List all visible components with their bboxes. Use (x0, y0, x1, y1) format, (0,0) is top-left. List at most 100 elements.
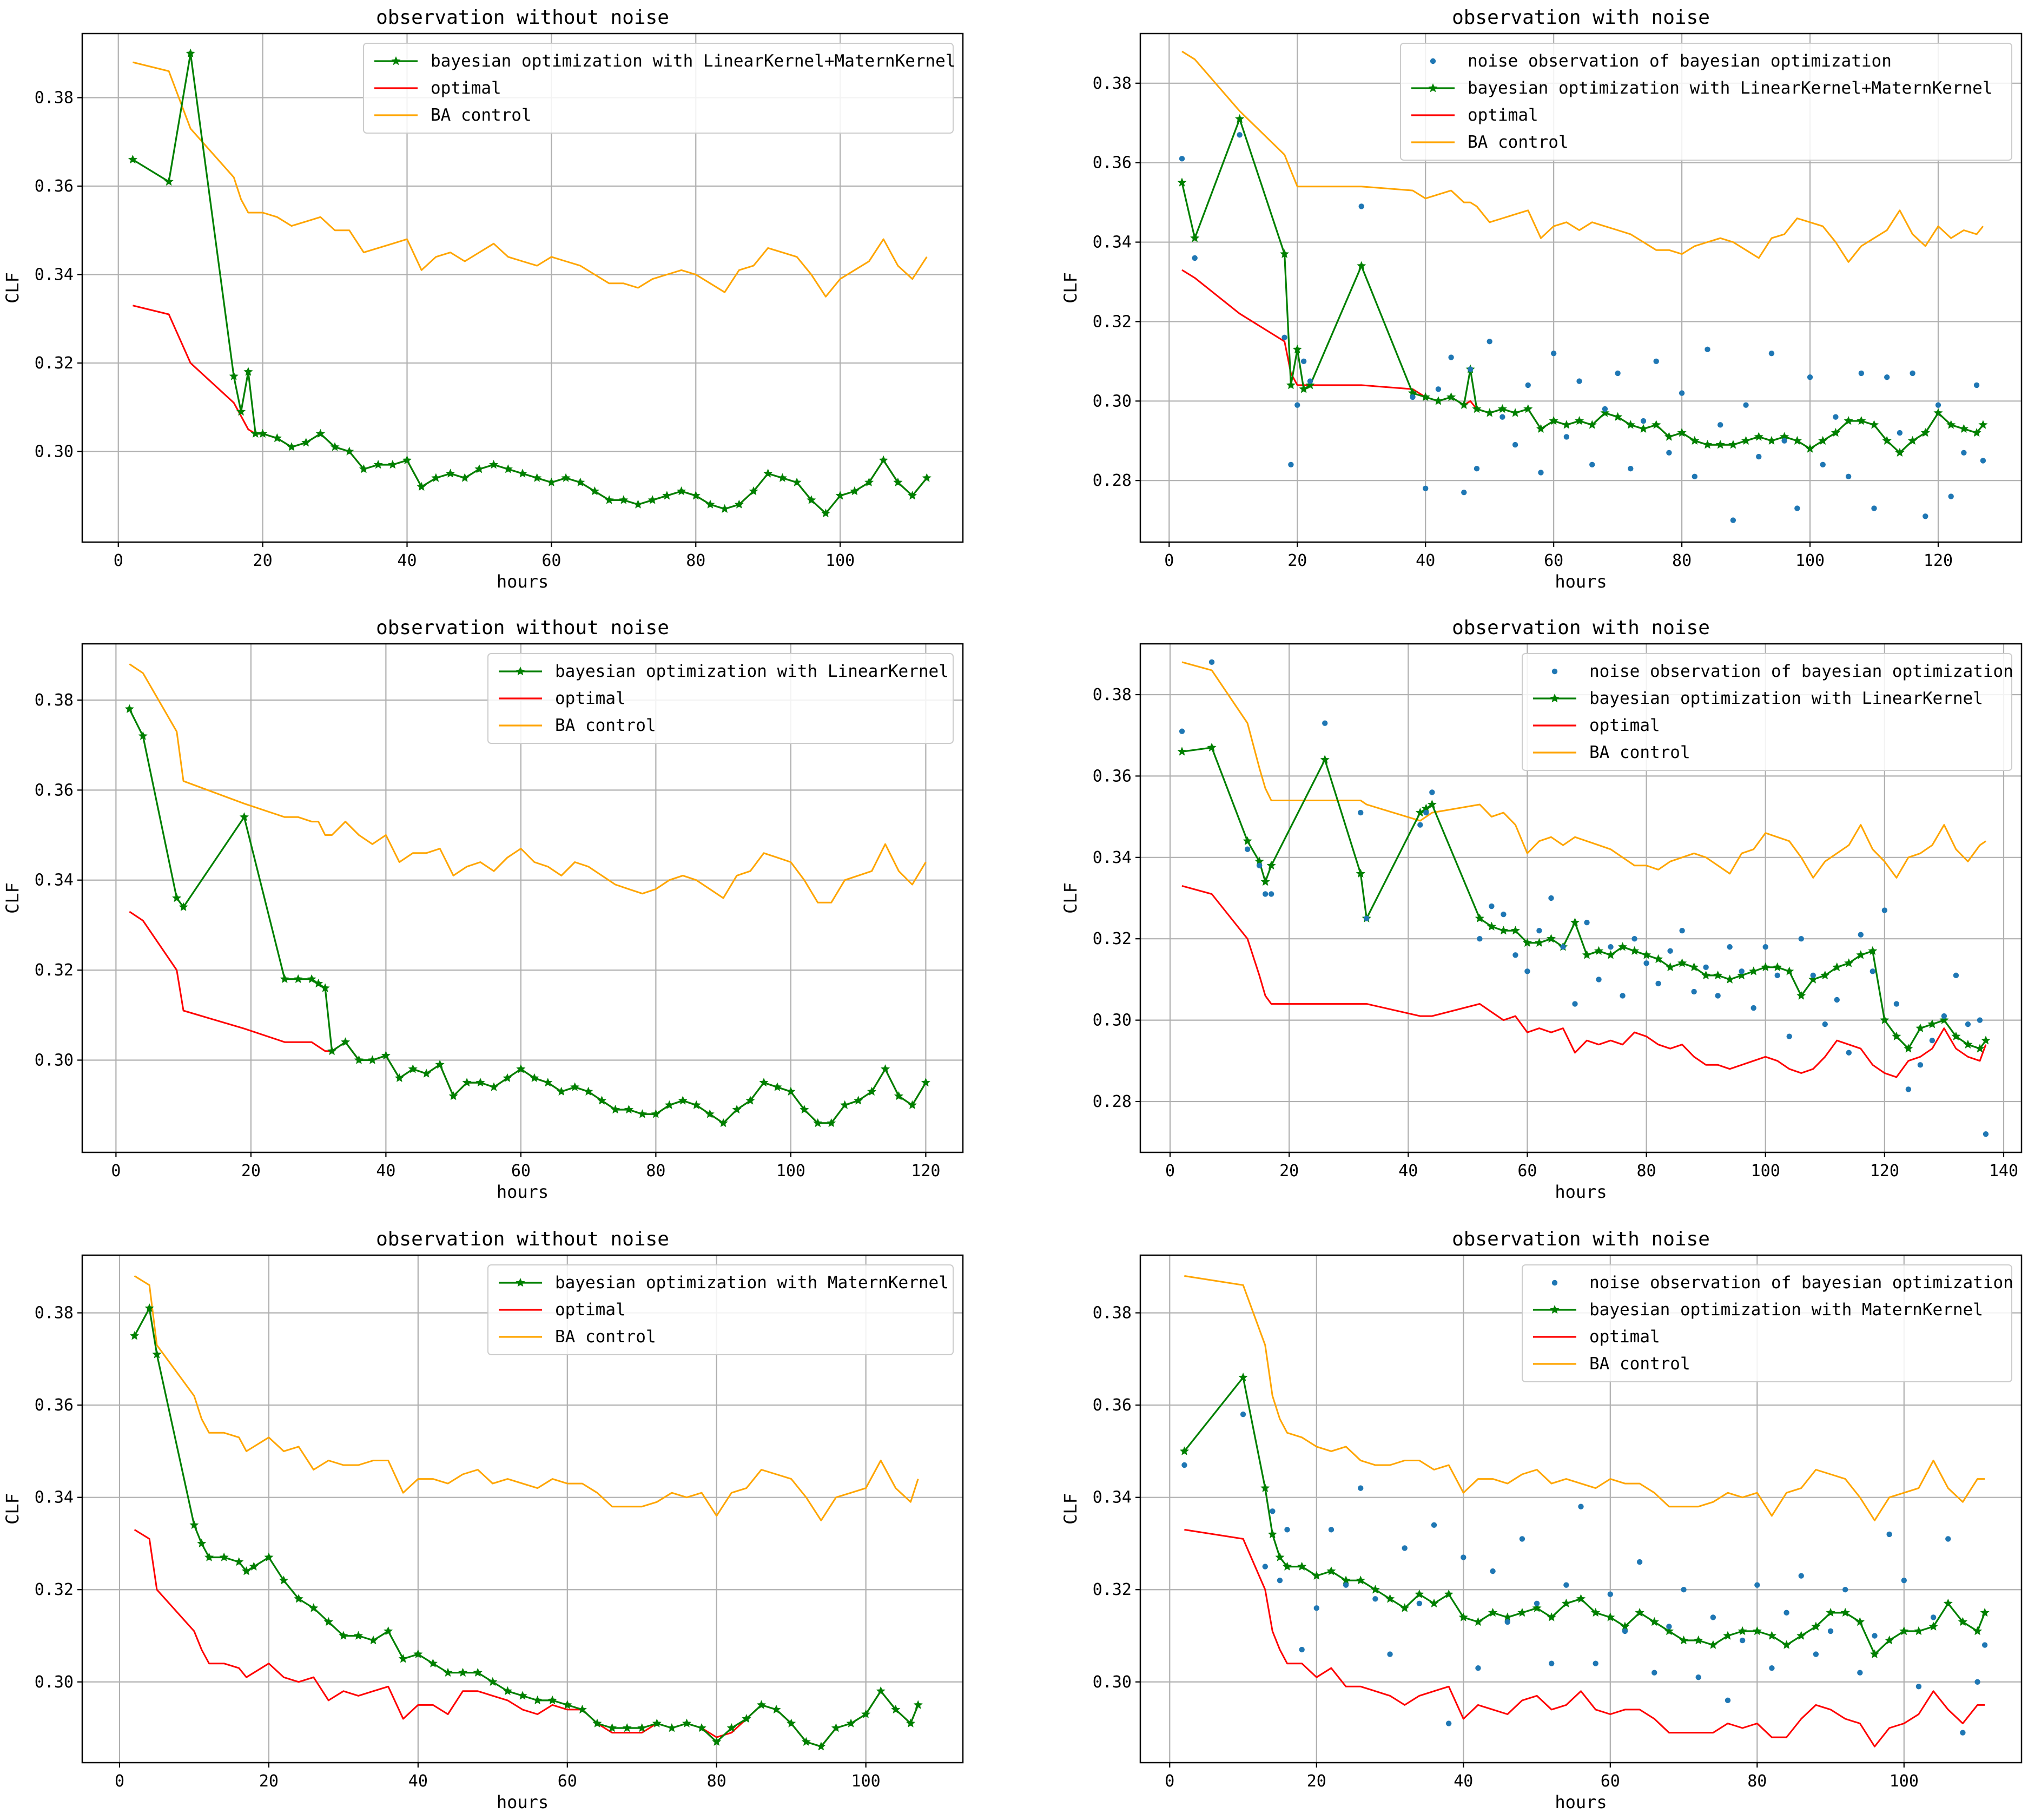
noise-point (1256, 862, 1263, 869)
noise-point (1666, 450, 1672, 456)
bo-star-point (705, 1109, 715, 1118)
legend-label: optimal (1468, 105, 1538, 125)
bo-star-point (1959, 424, 1968, 433)
noise-point (1270, 1508, 1276, 1514)
x-tick-label: 0 (1165, 1772, 1174, 1791)
bo-star-point (1708, 1640, 1718, 1649)
noise-point (1974, 1679, 1980, 1685)
x-tick-label: 40 (1398, 1162, 1418, 1181)
noise-point (1417, 822, 1423, 828)
x-tick-label: 100 (1795, 551, 1825, 570)
noise-point (1893, 1001, 1900, 1007)
noise-point (1640, 418, 1647, 424)
bo-star-point (1702, 440, 1712, 449)
bo-star-point (293, 974, 303, 983)
bo-star-point (1725, 974, 1735, 984)
x-tick-label: 40 (1454, 1772, 1473, 1791)
bo-markers (130, 1303, 923, 1751)
noise-point (1681, 1587, 1687, 1593)
legend-label: bayesian optimization with MaternKernel (1589, 1300, 1983, 1320)
noise-point (1822, 1021, 1828, 1027)
bo-star-point (1666, 962, 1675, 972)
bo-star-point (384, 1626, 393, 1636)
bo-star-point (1620, 1621, 1630, 1631)
chart-title: observation with noise (1452, 6, 1710, 29)
bo-star-point (777, 473, 787, 482)
bo-star-point (648, 495, 657, 504)
bo-star-point (637, 1109, 647, 1118)
bo-star-point (891, 1704, 901, 1714)
bo-star-point (1267, 1529, 1277, 1539)
x-tick-label: 100 (1751, 1162, 1780, 1181)
bo-star-point (1635, 1607, 1644, 1617)
bo-star-point (893, 477, 903, 486)
bo-star-point (813, 1118, 823, 1127)
legend-label: optimal (1589, 1327, 1660, 1347)
bo-star-point (1177, 747, 1187, 756)
noise-point (1358, 1485, 1364, 1491)
optimal-line (1184, 1528, 1985, 1748)
bo-star-point (1400, 1603, 1410, 1612)
legend-label: optimal (1589, 716, 1660, 735)
bo-star-point (1677, 958, 1687, 967)
x-tick-label: 60 (541, 551, 561, 570)
noise-point (1798, 1573, 1804, 1579)
noise-point (1307, 378, 1313, 384)
bo-star-point (1880, 1015, 1890, 1024)
legend-label: noise observation of bayesian optimizati… (1589, 1273, 2013, 1293)
bo-star-point (353, 1631, 363, 1640)
bo-star-point (130, 1331, 140, 1340)
bo-markers (1179, 1373, 1990, 1658)
bo-star-point (236, 406, 246, 416)
bo-star-point (1981, 1036, 1991, 1045)
bo-star-point (1975, 1044, 1985, 1053)
bo-star-point (1895, 447, 1905, 457)
bo-star-point (381, 1051, 391, 1060)
noise-point (1762, 944, 1768, 950)
bo-star-point (1679, 1636, 1689, 1645)
bo-star-point (1235, 114, 1245, 123)
y-tick-label: 0.34 (35, 265, 74, 284)
y-tick-label: 0.34 (1093, 848, 1132, 867)
bo-star-point (1587, 420, 1597, 429)
bo-star-point (398, 1654, 408, 1663)
x-tick-label: 60 (1544, 551, 1563, 570)
noise-point (1631, 936, 1637, 942)
y-tick-label: 0.38 (1093, 74, 1132, 93)
bo-star-point (428, 1658, 438, 1667)
noise-point (1905, 1086, 1912, 1092)
bo-star-point (697, 1723, 706, 1732)
bo-star-point (563, 1700, 572, 1709)
bo-star-point (1761, 962, 1771, 972)
bo-star-point (792, 477, 802, 486)
bo-star-point (1857, 416, 1866, 425)
bo-star-point (1928, 1621, 1938, 1631)
ba-control-line (1184, 1275, 1985, 1521)
noise-point (1615, 370, 1621, 377)
bo-star-point (1458, 1612, 1468, 1621)
legend-label: bayesian optimization with MaternKernel (555, 1273, 949, 1293)
y-tick-label: 0.36 (35, 177, 74, 196)
bo-star-point (1312, 1571, 1322, 1580)
noise-point (1343, 1582, 1349, 1588)
bo-star-point (786, 1086, 796, 1096)
bo-star-point (1701, 970, 1711, 980)
y-tick-label: 0.36 (35, 1396, 74, 1415)
noise-point (1743, 402, 1749, 408)
subplot-3: 0 20 40 60 80 100 120 0.30 0.32 0.34 0.36 0.38 obser… (2, 617, 964, 1202)
bo-star-point (197, 1539, 207, 1548)
noise-point (1372, 1596, 1378, 1602)
chart-title: observation without noise (376, 6, 669, 29)
noise-point (1929, 1038, 1935, 1044)
bo-star-point (124, 704, 134, 713)
bo-star-point (1238, 1373, 1248, 1382)
noise-point (1519, 1536, 1525, 1542)
noise-point (1431, 1522, 1437, 1528)
noise-point (1935, 402, 1941, 408)
bo-star-point (807, 495, 816, 504)
noise-point (1628, 465, 1634, 472)
noise-point (1655, 980, 1661, 987)
bo-star-point (152, 1349, 162, 1359)
bo-star-point (1434, 396, 1443, 405)
subplot-5: 0 20 40 60 80 100 0.30 0.32 0.34 0.36 0.38 observat… (2, 1228, 964, 1812)
